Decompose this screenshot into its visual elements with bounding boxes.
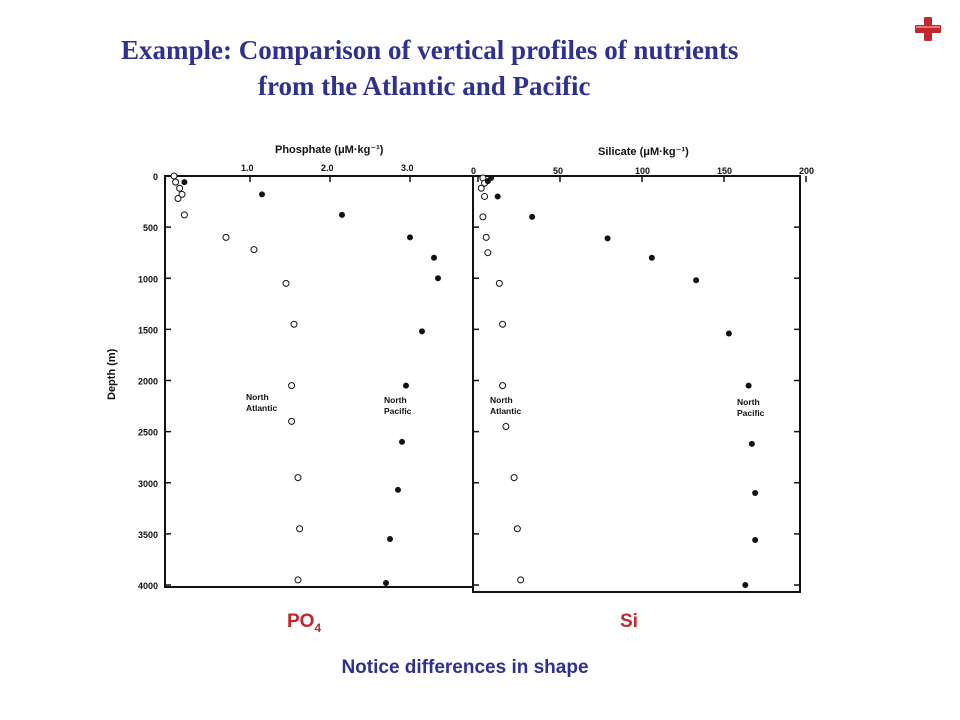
depth-tick-label: 2000 (138, 377, 158, 387)
depth-tick-label: 1000 (138, 274, 158, 284)
depth-axis-title: Depth (m) (106, 348, 118, 400)
po4-label: PO4 (287, 611, 322, 635)
sil-atlantic-point (495, 279, 503, 287)
phos-atlantic-point (288, 417, 296, 425)
phos-x-tick-label: 1.0 (241, 163, 254, 173)
sil-pacific-point (725, 330, 732, 337)
phos-north-pacific-label: North Pacific (384, 395, 412, 416)
phos-x-tick-label: 3.0 (401, 163, 414, 173)
phos-pacific-point (419, 328, 425, 335)
phos-pacific-point (395, 486, 401, 493)
sil-atlantic-point (502, 423, 510, 431)
sil-pacific-point (752, 489, 759, 496)
phos-atlantic-point (282, 279, 290, 287)
sil-atlantic-point (499, 382, 507, 390)
sil-atlantic-point (479, 213, 487, 221)
depth-axis-ticks: 0 500 1000 1500 2000 2500 3000 3500 4000 (138, 172, 800, 591)
phos-atlantic-point (180, 211, 188, 219)
phos-pacific-point (431, 254, 437, 261)
sil-pacific-point (745, 382, 752, 389)
phosphate-axis-title: Phosphate (μM·kg⁻¹) (275, 144, 384, 156)
sil-pacific-point (494, 193, 501, 200)
sil-x-tick-label: 100 (635, 166, 650, 176)
sil-x-tick-label: 50 (553, 166, 563, 176)
sil-pacific-point (529, 213, 536, 220)
phos-pacific-point (383, 579, 389, 586)
sil-pacific-point (742, 582, 749, 588)
depth-tick-label: 3000 (138, 479, 158, 489)
sil-x-tick-label: 150 (717, 166, 732, 176)
sil-pacific-point (648, 254, 655, 261)
phos-atlantic-point (250, 246, 258, 254)
silicate-points (477, 174, 759, 588)
sil-atlantic-point (499, 320, 507, 328)
phos-atlantic-point (170, 172, 178, 180)
sil-atlantic-point (484, 249, 492, 257)
phos-atlantic-point (172, 178, 180, 186)
slide-title-line-1: Example: Comparison of vertical profiles… (121, 35, 739, 65)
depth-tick-label: 0 (153, 172, 158, 182)
depth-tick-label: 2500 (138, 428, 158, 438)
silicate-axis-ticks: 0 50 100 150 200 (471, 166, 814, 182)
sil-north-atlantic-label: North Atlantic (490, 395, 521, 416)
phos-pacific-point (403, 382, 409, 389)
phos-pacific-point (407, 234, 413, 241)
depth-tick-label: 500 (143, 223, 158, 233)
phos-atlantic-point (288, 382, 296, 390)
sil-atlantic-point (517, 576, 525, 584)
si-label: Si (620, 611, 638, 632)
phos-pacific-point (259, 191, 265, 198)
phos-x-tick-label: 2.0 (321, 163, 334, 173)
silicate-plot-frame (472, 175, 801, 593)
sil-atlantic-point (482, 233, 490, 241)
sil-north-pacific-label: North Pacific (737, 397, 765, 418)
silicate-axis-title: Silicate (μM·kg⁻¹) (598, 146, 689, 158)
sil-pacific-point (484, 178, 491, 185)
phos-atlantic-point (222, 233, 230, 241)
phos-pacific-point (339, 211, 345, 218)
phos-atlantic-point (290, 320, 298, 328)
phos-pacific-point (435, 275, 441, 282)
sil-pacific-point (693, 277, 700, 284)
phos-atlantic-point (294, 576, 302, 584)
phosphate-axis-ticks: 1.0 2.0 3.0 (241, 163, 414, 182)
slide-title-line-2: from the Atlantic and Pacific (258, 71, 591, 101)
sil-pacific-point (604, 235, 611, 242)
depth-tick-label: 1500 (138, 325, 158, 335)
phos-pacific-point (399, 438, 405, 445)
sil-atlantic-point (477, 184, 485, 192)
phosphate-points (170, 172, 441, 586)
phosphate-plot-frame (164, 175, 474, 588)
sil-pacific-point (752, 537, 759, 544)
sil-x-tick-label: 200 (799, 166, 814, 176)
phos-atlantic-point (176, 184, 184, 192)
depth-tick-label: 4000 (138, 581, 158, 591)
sil-pacific-point (748, 440, 755, 447)
sil-atlantic-point (513, 525, 521, 533)
note-text: Notice differences in shape (341, 657, 589, 678)
phos-atlantic-point (294, 474, 302, 482)
phos-atlantic-point (178, 190, 186, 198)
sil-x-tick-label: 0 (471, 166, 476, 176)
phos-pacific-point (387, 535, 393, 542)
plus-icon (915, 17, 941, 41)
sil-atlantic-point (481, 192, 489, 200)
depth-tick-label: 3500 (138, 530, 158, 540)
phos-atlantic-point (174, 194, 182, 202)
phos-north-atlantic-label: North Atlantic (246, 392, 277, 413)
sil-atlantic-point (510, 474, 518, 482)
phos-atlantic-point (296, 525, 304, 533)
phos-pacific-point (181, 179, 188, 186)
